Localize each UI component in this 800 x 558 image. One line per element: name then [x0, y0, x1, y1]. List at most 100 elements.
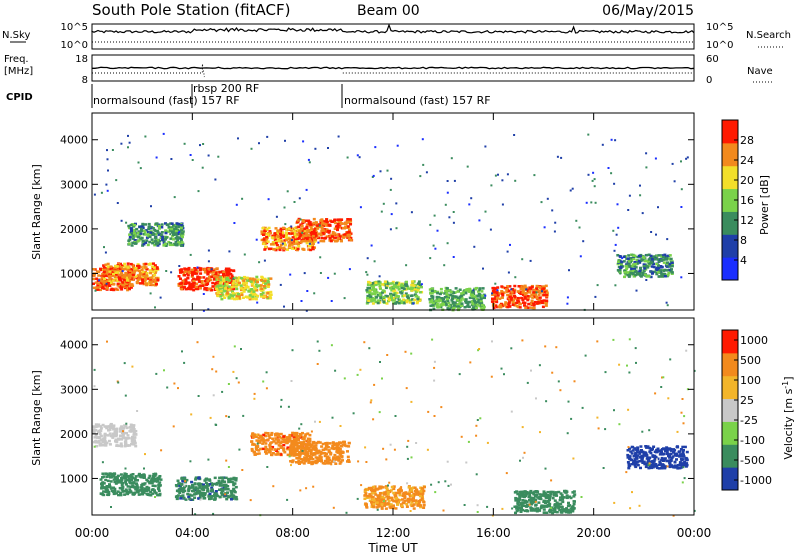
heatmap-cell — [154, 485, 157, 488]
heatmap-cell — [455, 287, 458, 290]
heatmap-cell — [224, 487, 227, 490]
heatmap-cell — [138, 493, 141, 496]
heatmap-cell — [190, 254, 192, 256]
heatmap-cell — [151, 477, 154, 480]
y-tick-label: 1000 — [60, 267, 88, 280]
heatmap-cell — [412, 497, 415, 500]
heatmap-cell — [180, 227, 183, 230]
heatmap-cell — [549, 491, 552, 494]
heatmap-cell — [121, 486, 124, 489]
heatmap-cell — [120, 442, 123, 445]
heatmap-cell — [570, 190, 572, 192]
heatmap-cell — [320, 240, 323, 243]
heatmap-cell — [170, 158, 172, 160]
heatmap-cell — [266, 292, 269, 295]
heatmap-cell — [112, 434, 115, 437]
heatmap-cell — [210, 276, 213, 279]
heatmap-cell — [291, 232, 294, 235]
heatmap-cell — [336, 234, 339, 237]
heatmap-cell — [120, 425, 123, 428]
heatmap-cell — [385, 507, 388, 510]
heatmap-cell — [457, 305, 460, 308]
heatmap-cell — [627, 254, 630, 257]
heatmap-cell — [636, 290, 638, 292]
heatmap-cell — [663, 261, 666, 264]
heatmap-cell — [179, 269, 182, 272]
heatmap-cell — [552, 497, 555, 500]
heatmap-cell — [127, 434, 130, 437]
heatmap-cell — [198, 276, 201, 279]
heatmap-cell — [211, 282, 214, 285]
heatmap-cell — [153, 489, 156, 492]
heatmap-cell — [121, 220, 123, 222]
heatmap-cell — [387, 170, 389, 172]
heatmap-cell — [533, 304, 536, 307]
heatmap-cell — [527, 295, 530, 298]
heatmap-cell — [398, 288, 401, 291]
heatmap-cell — [143, 230, 146, 233]
heatmap-cell — [329, 442, 332, 445]
y-tick-label: 2000 — [60, 223, 88, 236]
heatmap-cell — [315, 456, 318, 459]
heatmap-cell — [204, 485, 207, 488]
heatmap-cell — [327, 230, 330, 233]
heatmap-cell — [313, 230, 316, 233]
heatmap-cell — [241, 198, 243, 200]
heatmap-cell — [320, 234, 323, 237]
heatmap-cell — [267, 240, 270, 243]
colorbar-segment — [722, 166, 738, 189]
heatmap-cell — [138, 278, 141, 281]
heatmap-cell — [326, 458, 329, 461]
heatmap-cell — [192, 159, 194, 161]
heatmap-cell — [658, 275, 661, 278]
heatmap-cell — [383, 203, 385, 205]
heatmap-cell — [167, 223, 170, 226]
heatmap-cell — [183, 274, 186, 277]
heatmap-cell — [436, 303, 439, 306]
heatmap-cell — [242, 288, 245, 291]
heatmap-cell — [328, 462, 331, 465]
heatmap-cell — [219, 284, 222, 287]
heatmap-cell — [246, 277, 249, 280]
heatmap-cell — [208, 155, 210, 157]
heatmap-cell — [274, 232, 277, 235]
heatmap-cell — [215, 490, 218, 493]
heatmap-cell — [554, 507, 557, 510]
heatmap-cell — [519, 303, 522, 306]
freq-unit: [MHz] — [4, 66, 33, 77]
heatmap-cell — [628, 275, 631, 278]
heatmap-cell — [336, 229, 339, 232]
heatmap-cell — [97, 286, 100, 289]
heatmap-cell — [413, 299, 416, 302]
heatmap-cell — [266, 228, 269, 231]
heatmap-cell — [371, 285, 374, 288]
heatmap-cell — [347, 445, 350, 448]
heatmap-cell — [133, 493, 136, 496]
heatmap-cell — [275, 227, 278, 230]
heatmap-cell — [456, 290, 459, 293]
heatmap-cell — [211, 268, 213, 270]
heatmap-cell — [513, 285, 516, 288]
heatmap-cell — [132, 438, 135, 441]
heatmap-cell — [100, 492, 103, 495]
heatmap-cell — [157, 279, 160, 282]
heatmap-cell — [144, 233, 147, 236]
heatmap-cell — [149, 269, 152, 272]
heatmap-cell — [191, 274, 194, 277]
heatmap-cell — [195, 286, 198, 289]
heatmap-cell — [169, 233, 171, 235]
heatmap-cell — [546, 292, 549, 295]
heatmap-cell — [249, 294, 252, 297]
heatmap-cell — [344, 297, 346, 299]
heatmap-cell — [122, 284, 125, 287]
heatmap-cell — [651, 265, 654, 268]
heatmap-cell — [348, 228, 351, 231]
freq-tick-top: 18 — [75, 54, 88, 65]
heatmap-cell — [339, 462, 342, 465]
heatmap-cell — [260, 279, 263, 282]
heatmap-cell — [501, 179, 503, 181]
heatmap-cell — [194, 272, 197, 275]
heatmap-cell — [556, 511, 559, 514]
heatmap-cell — [101, 473, 104, 476]
heatmap-cell — [228, 285, 231, 288]
